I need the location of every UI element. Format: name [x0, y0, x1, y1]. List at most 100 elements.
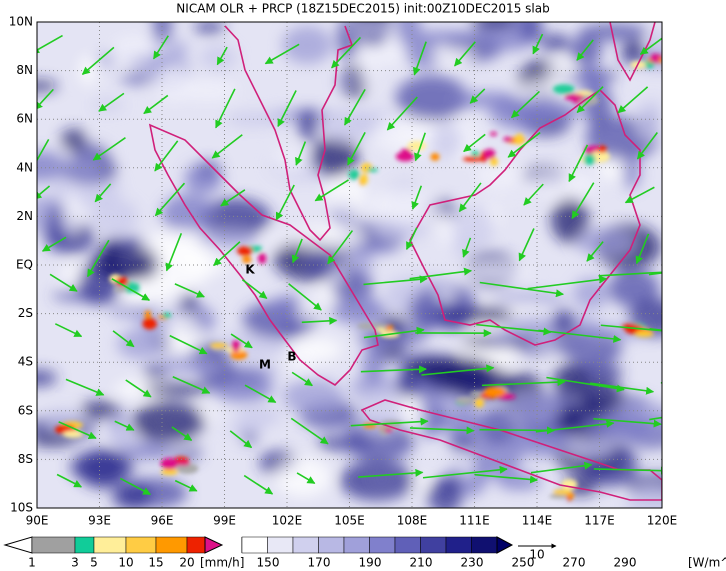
cloud-patch	[235, 406, 283, 426]
wind-arrow	[94, 183, 112, 203]
rain-cell	[634, 331, 654, 337]
lon-label: 111E	[459, 514, 490, 528]
cloud-patch	[552, 308, 576, 337]
colorbar-segment	[445, 536, 472, 554]
colorbar-label: 1	[28, 556, 36, 570]
wind-arrow	[54, 323, 83, 338]
wind-arrow	[476, 323, 552, 336]
wind-arrow	[288, 283, 322, 311]
wind-arrow	[264, 43, 300, 65]
wind-arrow	[37, 138, 50, 162]
cloud-patch	[153, 22, 172, 43]
wind-arrow	[92, 137, 126, 161]
wind-arrow	[412, 41, 427, 76]
wind-arrow	[154, 182, 186, 217]
rain-cell	[395, 151, 415, 162]
colorbar-segment	[343, 536, 370, 554]
wind-arrow	[463, 133, 486, 153]
wind-arrow	[590, 382, 655, 395]
wind-arrow	[211, 134, 243, 159]
wind-arrow	[511, 90, 540, 119]
lat-label: 8N	[16, 63, 33, 77]
cloud-patch	[608, 269, 660, 308]
precip-field	[55, 53, 662, 501]
cloud-patch	[317, 108, 378, 142]
rain-cell	[115, 276, 129, 287]
lat-label: 6S	[18, 403, 33, 417]
rain-cell	[462, 156, 484, 162]
cloud-patch	[346, 242, 397, 253]
lat-label: 2N	[16, 209, 33, 223]
rain-cell	[360, 173, 368, 186]
cloud-patch	[37, 434, 76, 447]
wind-arrow	[291, 238, 303, 264]
lon-label: 117E	[584, 514, 615, 528]
rain-cell	[144, 310, 152, 319]
rain-cell	[384, 428, 393, 433]
cloud-patch	[578, 381, 625, 414]
colorbar-segment	[93, 536, 127, 554]
wind-arrow	[409, 426, 475, 435]
wind-arrow	[295, 141, 307, 166]
cloud-patch	[282, 25, 333, 65]
wind-arrow	[56, 473, 83, 488]
cloud-patch	[234, 366, 281, 378]
wind-arrow	[171, 426, 193, 441]
wind-arrow	[37, 34, 63, 54]
lon-label: 120E	[647, 514, 678, 528]
cloud-patch	[505, 391, 563, 423]
lon-label: 99E	[213, 514, 236, 528]
station-label: B	[287, 350, 296, 364]
wind-arrow	[479, 281, 564, 298]
rain-cell	[258, 253, 267, 265]
wind-arrow	[414, 132, 426, 162]
rain-cell	[401, 148, 411, 155]
cloud-patch	[339, 460, 415, 501]
wind-arrow	[527, 275, 608, 290]
cloud-patch	[169, 42, 189, 56]
cloud-patch	[519, 22, 543, 43]
colorbar-segment	[471, 536, 498, 554]
wind-arrow	[624, 186, 655, 204]
cloud-patch	[486, 330, 519, 344]
rain-cell	[231, 340, 241, 352]
cloud-patch	[359, 52, 377, 90]
wind-arrow	[530, 461, 593, 474]
map-frame	[36, 21, 663, 509]
cloud-patch	[311, 136, 359, 177]
wind-arrow	[422, 465, 508, 479]
cloud-patch	[394, 376, 419, 399]
cloud-patch	[111, 482, 153, 508]
colorbar-label: 5	[90, 556, 98, 570]
cloud-patch	[271, 147, 310, 173]
wind-arrow	[411, 185, 423, 210]
wind-arrow	[481, 378, 566, 387]
colorbar-segment	[31, 536, 76, 554]
colorbar-segment	[394, 536, 421, 554]
wind-arrow	[523, 183, 544, 206]
rain-cell	[132, 282, 140, 294]
cloud-patch	[395, 75, 468, 122]
cloud-patch	[199, 44, 238, 71]
wind-arrow	[350, 417, 429, 427]
wind-arrow	[111, 278, 151, 301]
wind-arrow	[169, 334, 208, 355]
cloud-patch	[331, 296, 386, 325]
wind-arrow	[661, 473, 662, 476]
wind-arrow	[154, 140, 179, 172]
wind-arrow	[568, 144, 589, 183]
colorbar-segment	[420, 536, 447, 554]
wind-arrow	[535, 419, 615, 433]
wind-arrow	[152, 35, 169, 60]
wind-arrow	[174, 283, 205, 298]
olr-colorbar: 150 170 190 210 230 250 270 290 [W/m^2] 10	[241, 536, 726, 570]
cloud-patch	[415, 395, 446, 439]
rain-cell	[242, 256, 252, 264]
rain-cell	[161, 312, 172, 319]
rain-cell	[348, 169, 360, 180]
colorbar-label: 190	[359, 556, 382, 570]
wind-vectors	[37, 33, 662, 496]
rain-cell	[552, 84, 575, 94]
cloud-patch	[551, 197, 589, 243]
cloud-patch	[151, 246, 212, 289]
